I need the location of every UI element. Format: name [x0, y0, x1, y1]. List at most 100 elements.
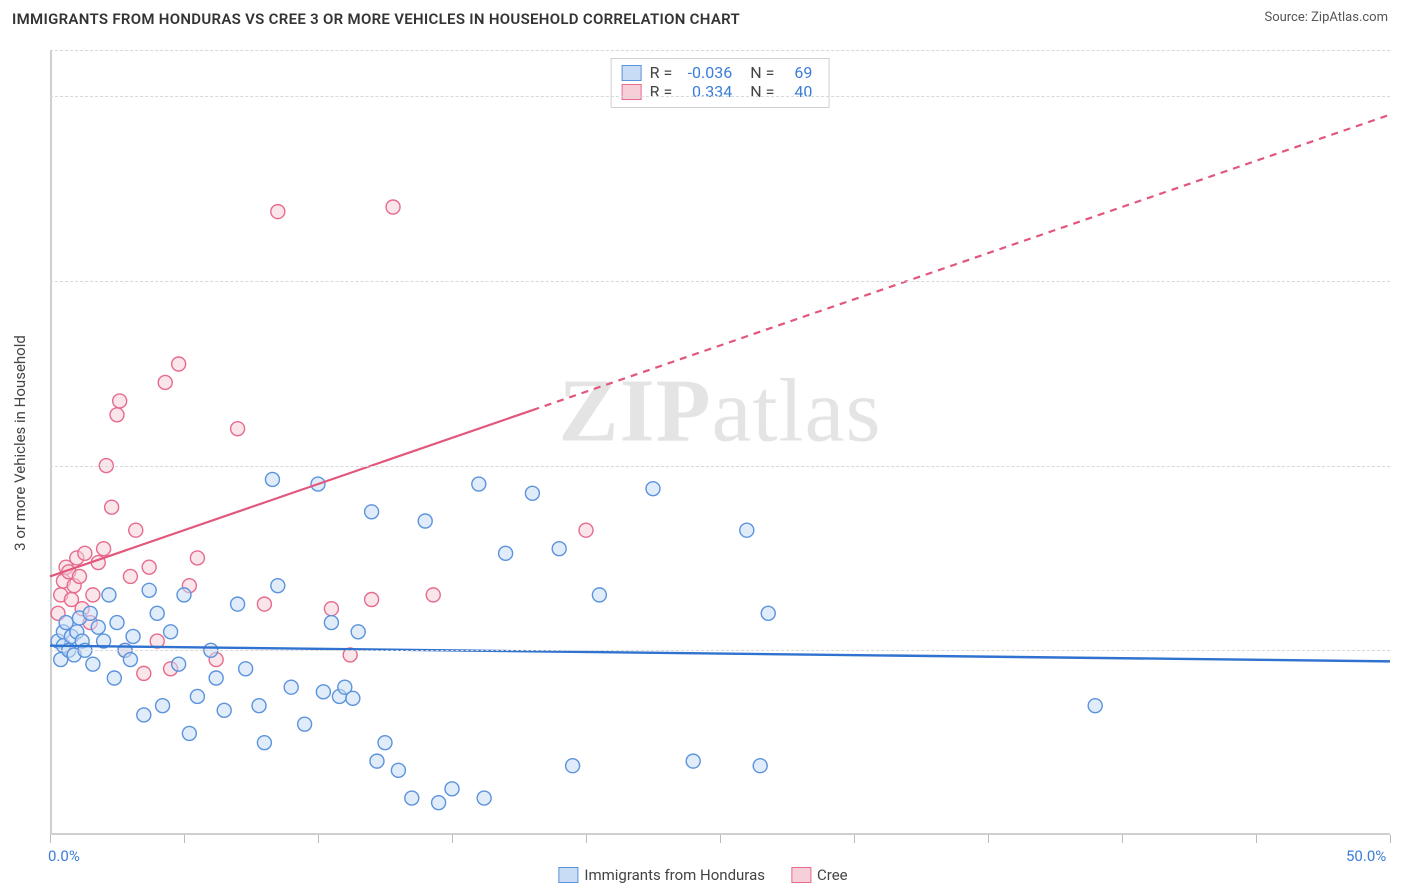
- pink-point: [113, 394, 127, 408]
- blue-point: [324, 616, 338, 630]
- pink-point: [105, 500, 119, 514]
- pink-point: [86, 588, 100, 602]
- gridline: [50, 281, 1390, 282]
- plot-svg: [50, 50, 1390, 835]
- blue-point: [190, 689, 204, 703]
- blue-point: [142, 583, 156, 597]
- blue-point: [566, 759, 580, 773]
- pink-trend-line-dashed: [532, 115, 1390, 411]
- blue-point: [378, 736, 392, 750]
- legend-label: Immigrants from Honduras: [584, 866, 765, 884]
- blue-point: [525, 486, 539, 500]
- blue-point: [83, 606, 97, 620]
- legend-swatch: [622, 65, 642, 81]
- pink-point: [365, 593, 379, 607]
- x-tick: [988, 835, 989, 843]
- blue-trend-line: [50, 646, 1390, 662]
- y-axis-label: 3 or more Vehicles in Household: [11, 335, 29, 551]
- pink-point: [231, 422, 245, 436]
- gridline: [50, 50, 1390, 51]
- pink-point: [172, 357, 186, 371]
- chart-title: IMMIGRANTS FROM HONDURAS VS CREE 3 OR MO…: [12, 10, 740, 28]
- blue-point: [209, 671, 223, 685]
- pink-point: [72, 569, 86, 583]
- x-tick: [50, 835, 51, 843]
- blue-point: [156, 699, 170, 713]
- blue-point: [391, 763, 405, 777]
- blue-point: [370, 754, 384, 768]
- blue-point: [150, 606, 164, 620]
- blue-point: [284, 680, 298, 694]
- blue-point: [1088, 699, 1102, 713]
- blue-point: [316, 685, 330, 699]
- x-tick: [1390, 835, 1391, 843]
- stats-legend-row: R =-0.036N =69: [622, 63, 813, 82]
- gridline: [50, 466, 1390, 467]
- x-tick: [452, 835, 453, 843]
- gridline: [50, 650, 1390, 651]
- x-tick: [1122, 835, 1123, 843]
- pink-trend-line-solid: [50, 410, 532, 576]
- blue-point: [102, 588, 116, 602]
- blue-point: [231, 597, 245, 611]
- blue-point: [761, 606, 775, 620]
- x-tick-label: 50.0%: [1346, 847, 1386, 865]
- blue-point: [418, 514, 432, 528]
- legend-swatch: [791, 867, 811, 883]
- blue-point: [126, 629, 140, 643]
- stats-n-label: N =: [750, 82, 774, 101]
- blue-point: [686, 754, 700, 768]
- x-tick: [1256, 835, 1257, 843]
- blue-point: [365, 505, 379, 519]
- blue-point: [257, 736, 271, 750]
- blue-point: [164, 625, 178, 639]
- x-tick: [720, 835, 721, 843]
- blue-point: [432, 796, 446, 810]
- blue-point: [552, 542, 566, 556]
- pink-point: [78, 546, 92, 560]
- stats-r-label: R =: [650, 82, 673, 101]
- blue-point: [110, 616, 124, 630]
- pink-point: [142, 560, 156, 574]
- blue-point: [445, 782, 459, 796]
- blue-point: [239, 662, 253, 676]
- blue-point: [137, 708, 151, 722]
- blue-point: [753, 759, 767, 773]
- blue-point: [592, 588, 606, 602]
- gridline: [50, 96, 1390, 97]
- stats-r-value: 0.334: [680, 82, 732, 101]
- pink-point: [123, 569, 137, 583]
- pink-point: [386, 200, 400, 214]
- stats-r-value: -0.036: [680, 63, 732, 82]
- x-tick: [854, 835, 855, 843]
- x-tick: [586, 835, 587, 843]
- x-tick: [184, 835, 185, 843]
- pink-point: [129, 523, 143, 537]
- blue-point: [351, 625, 365, 639]
- pink-point: [579, 523, 593, 537]
- blue-point: [646, 482, 660, 496]
- pink-point: [271, 205, 285, 219]
- legend-swatch: [558, 867, 578, 883]
- stats-n-label: N =: [750, 63, 774, 82]
- legend-label: Cree: [817, 866, 848, 884]
- blue-point: [405, 791, 419, 805]
- blue-point: [182, 726, 196, 740]
- pink-point: [137, 666, 151, 680]
- pink-point: [324, 602, 338, 616]
- blue-point: [252, 699, 266, 713]
- blue-point: [86, 657, 100, 671]
- stats-legend-row: R =0.334N =40: [622, 82, 813, 101]
- blue-point: [499, 546, 513, 560]
- blue-point: [472, 477, 486, 491]
- x-tick-label: 0.0%: [48, 847, 80, 865]
- blue-point: [298, 717, 312, 731]
- pink-point: [110, 408, 124, 422]
- pink-point: [158, 375, 172, 389]
- legend-item: Immigrants from Honduras: [558, 866, 765, 884]
- blue-point: [265, 472, 279, 486]
- pink-point: [426, 588, 440, 602]
- scatter-plot: 3 or more Vehicles in Household ZIPatlas…: [50, 50, 1390, 835]
- blue-point: [123, 653, 137, 667]
- blue-point: [107, 671, 121, 685]
